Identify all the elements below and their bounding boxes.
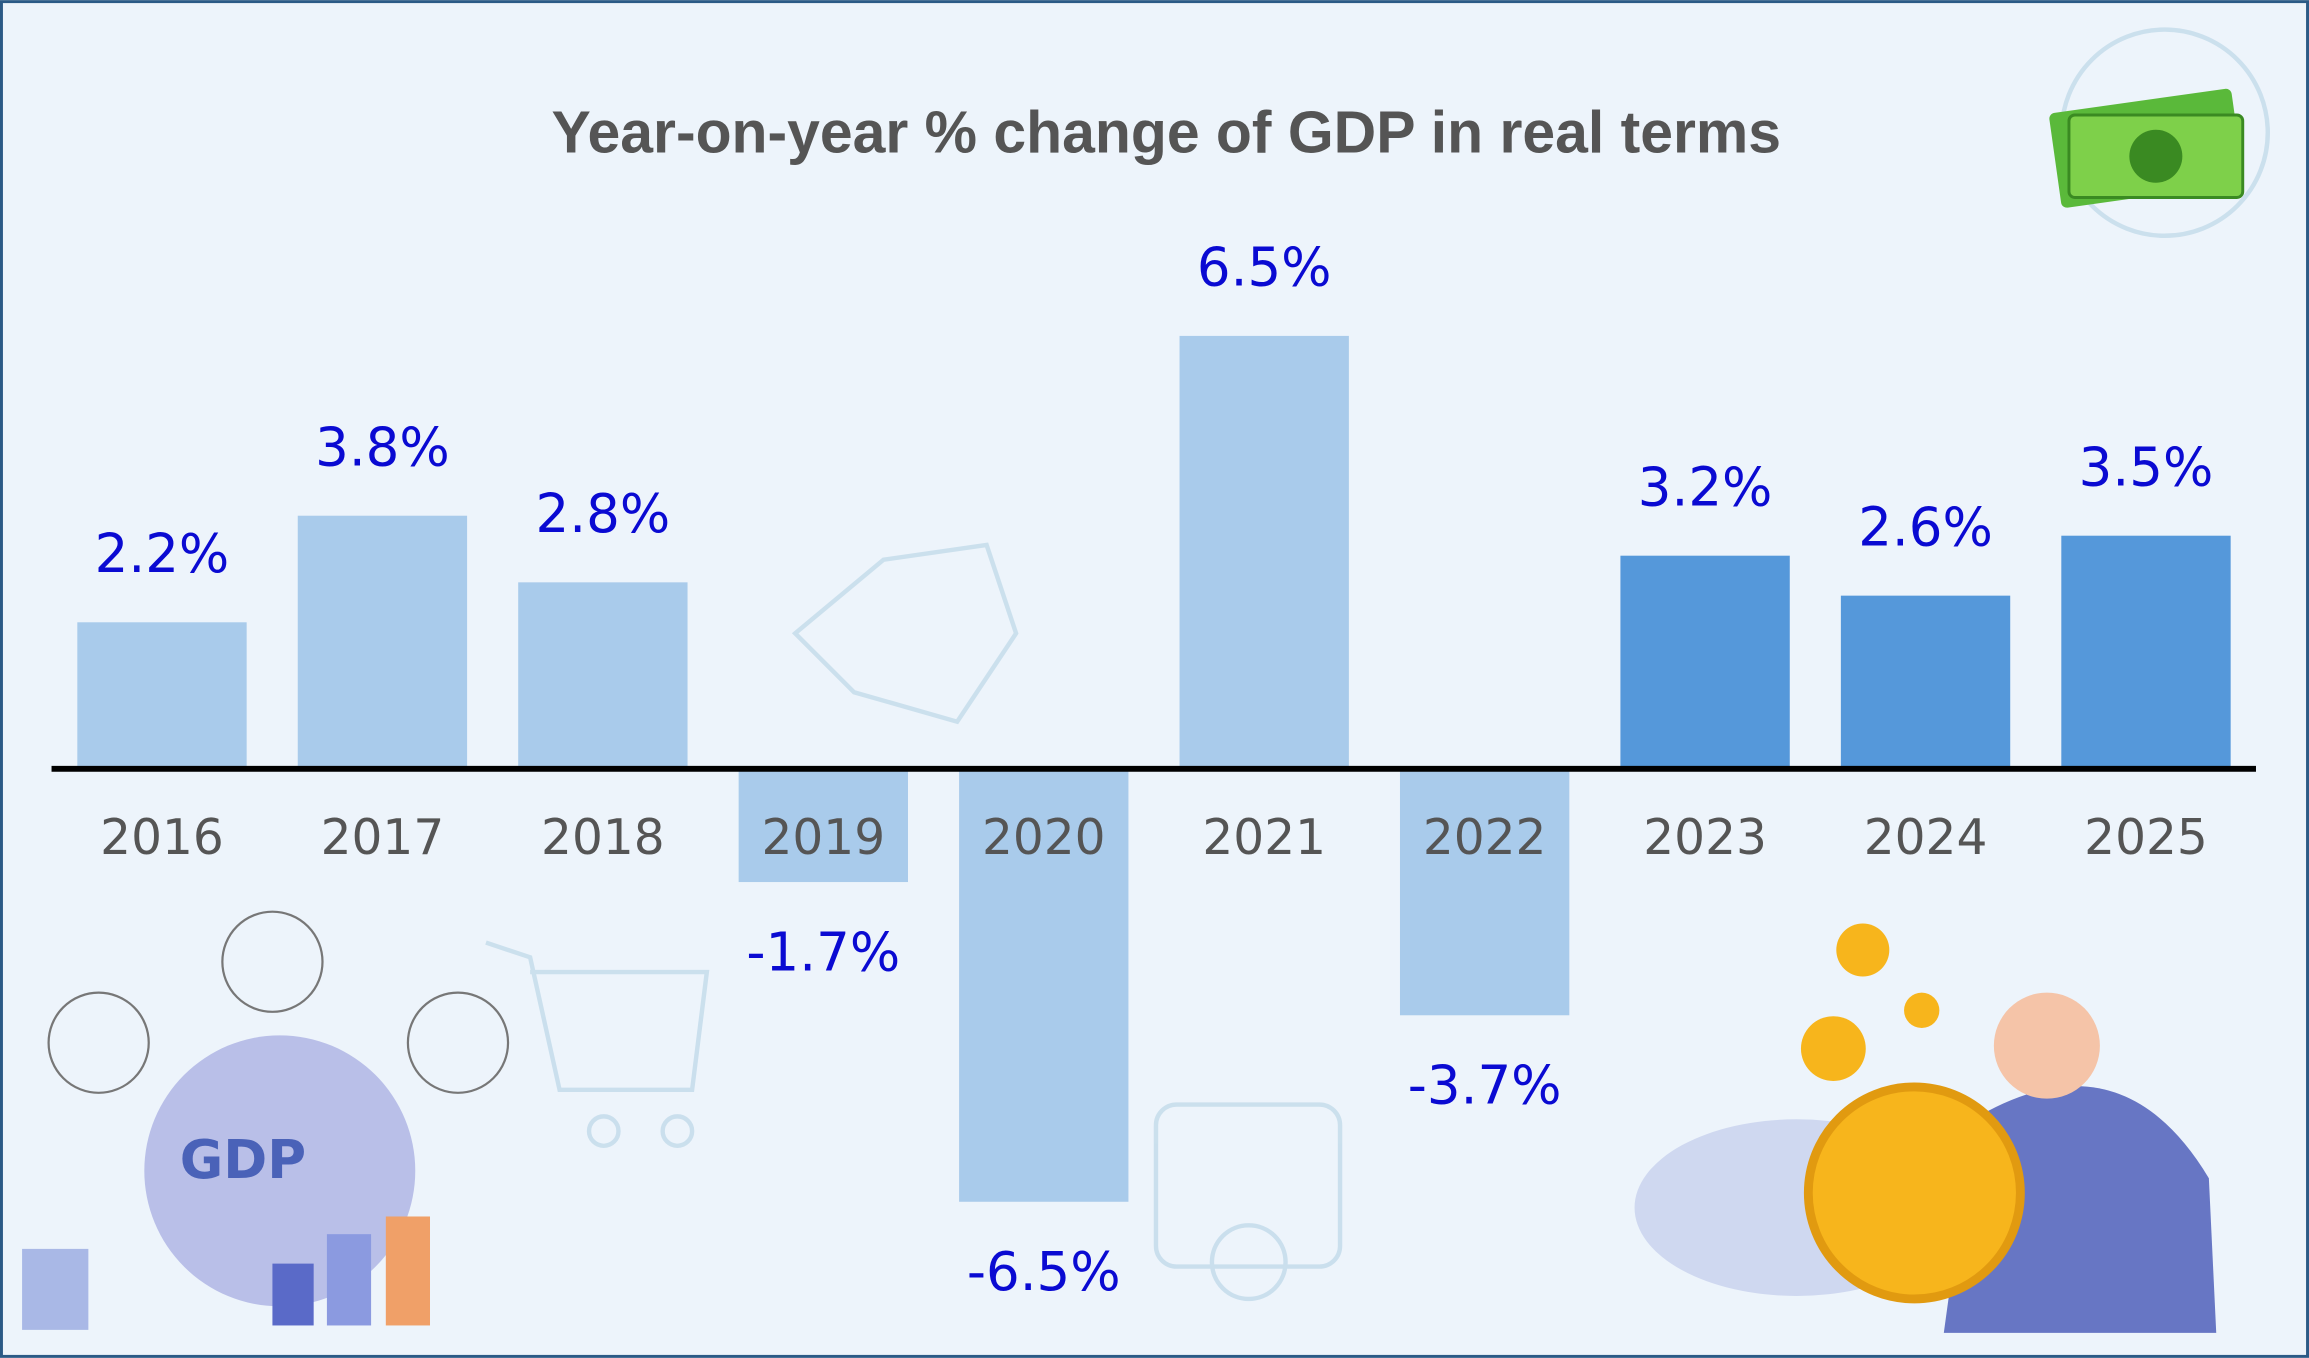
bar xyxy=(1399,768,1570,1016)
value-label: 3.8% xyxy=(315,417,450,479)
value-label: 2.6% xyxy=(1858,496,1993,558)
bar xyxy=(1179,335,1349,769)
bar xyxy=(77,622,247,769)
value-label: 2.2% xyxy=(95,523,230,585)
bar xyxy=(1840,595,2011,769)
x-tick-label: 2025 xyxy=(2084,810,2208,866)
chart-title: Year-on-year % change of GDP in real ter… xyxy=(552,101,1782,166)
bar xyxy=(297,515,468,769)
value-label: 3.5% xyxy=(2079,437,2214,499)
bar xyxy=(738,768,908,883)
x-tick-label: 2016 xyxy=(100,810,224,866)
x-tick-label: 2018 xyxy=(541,810,665,866)
x-tick-label: 2021 xyxy=(1202,810,1326,866)
decoration-text: GDP xyxy=(180,1129,306,1191)
value-label: -1.7% xyxy=(746,921,900,983)
decoration xyxy=(485,27,2270,1302)
value-label: -6.5% xyxy=(967,1241,1121,1303)
bar xyxy=(2061,535,2231,769)
gdp-illustration: GDP xyxy=(22,910,510,1330)
bar xyxy=(1620,555,1790,769)
x-tick-label: 2017 xyxy=(321,810,445,866)
bar xyxy=(518,582,688,769)
woman-illustration xyxy=(1634,923,2217,1333)
x-tick-label: 2022 xyxy=(1423,810,1547,866)
value-label: 6.5% xyxy=(1197,237,1332,299)
x-tick-label: 2024 xyxy=(1864,810,1988,866)
x-tick-label: 2023 xyxy=(1643,810,1767,866)
bar xyxy=(959,768,1129,1202)
value-label: -3.7% xyxy=(1408,1055,1562,1117)
x-tick-label: 2020 xyxy=(982,810,1106,866)
money-icon xyxy=(2049,88,2245,208)
value-label: 2.8% xyxy=(536,483,671,545)
x-tick-label: 2019 xyxy=(761,810,885,866)
value-label: 3.2% xyxy=(1638,457,1773,519)
